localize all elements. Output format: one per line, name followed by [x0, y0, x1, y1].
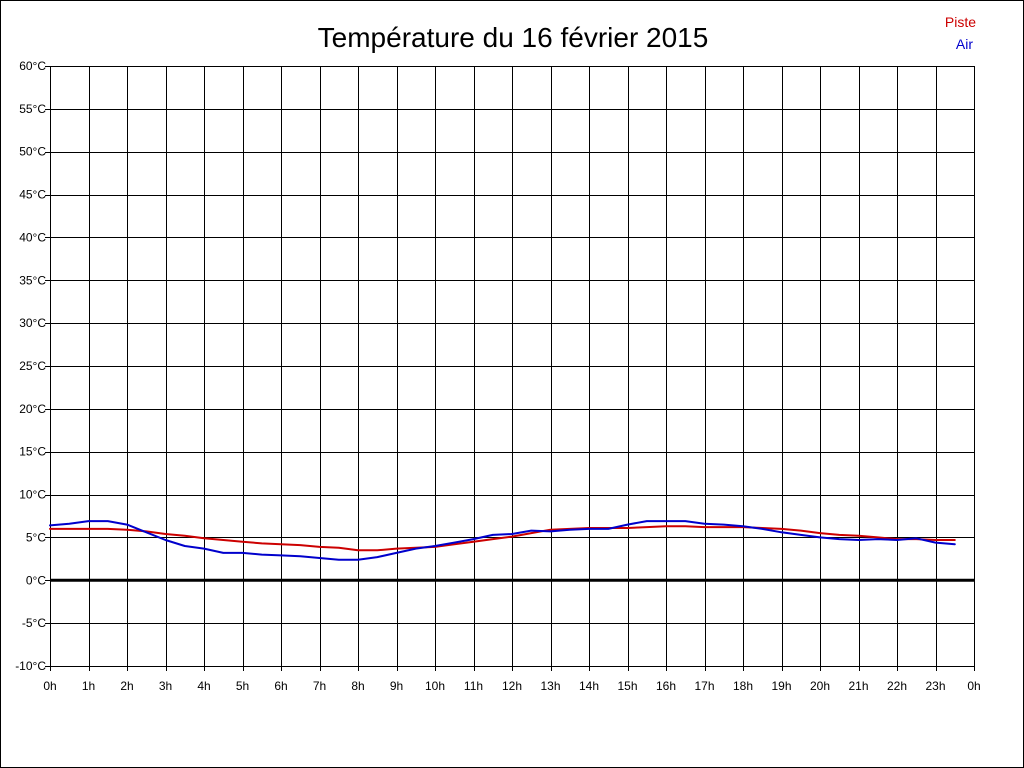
x-tick-label: 8h — [351, 679, 364, 693]
x-tick-label: 23h — [925, 679, 945, 693]
y-tick-label: 5°C — [26, 530, 46, 544]
x-tick-label: 7h — [313, 679, 326, 693]
y-tick-label: 50°C — [19, 145, 46, 159]
x-tick-label: 5h — [236, 679, 249, 693]
series-line-piste — [49, 525, 956, 552]
y-tick-label: -5°C — [22, 616, 46, 630]
x-tick-label: 21h — [848, 679, 868, 693]
y-tick-label: 45°C — [19, 188, 46, 202]
y-tick-label: 40°C — [19, 230, 46, 244]
x-tick-label: 10h — [425, 679, 445, 693]
y-tick-label: 30°C — [19, 316, 46, 330]
x-tick-label: 19h — [771, 679, 791, 693]
y-tick-label: 10°C — [19, 488, 46, 502]
legend-air: Air — [956, 36, 973, 52]
y-tick-label: 15°C — [19, 445, 46, 459]
x-tick-label: 17h — [694, 679, 714, 693]
chart-title: Température du 16 février 2015 — [318, 22, 709, 53]
x-tick-label: 18h — [733, 679, 753, 693]
x-tick-label: 15h — [617, 679, 637, 693]
x-tick-label: 11h — [464, 679, 483, 693]
y-tick-label: 20°C — [19, 402, 46, 416]
x-tick-label: 9h — [390, 679, 403, 693]
x-tick-label: 14h — [579, 679, 599, 693]
x-tick-label: 13h — [540, 679, 560, 693]
axes: 0h 1h 2h 3h 4h 5h 6h 7h 8h 9h 10h 11h 12h 13h 14h 15h 16… — [15, 59, 980, 693]
x-tick-label: 0h — [43, 679, 56, 693]
series-line-air — [49, 520, 956, 561]
grid — [50, 66, 975, 667]
x-tick-label: 6h — [274, 679, 287, 693]
x-tick-label: 20h — [810, 679, 830, 693]
x-tick-label: 16h — [656, 679, 676, 693]
y-tick-label: 0°C — [26, 573, 46, 587]
legend-piste: Piste — [945, 14, 976, 30]
x-tick-label: 0h — [967, 679, 980, 693]
x-tick-label: 12h — [502, 679, 522, 693]
x-tick-label: 1h — [82, 679, 95, 693]
x-tick-label: 4h — [197, 679, 210, 693]
y-tick-label: 60°C — [19, 59, 46, 73]
y-tick-label: 35°C — [19, 273, 46, 287]
y-tick-label: 25°C — [19, 359, 46, 373]
y-tick-label: -10°C — [15, 659, 46, 673]
x-tick-label: 22h — [887, 679, 907, 693]
y-tick-label: 55°C — [19, 102, 46, 116]
x-tick-label: 2h — [120, 679, 133, 693]
series — [49, 520, 956, 561]
x-tick-label: 3h — [159, 679, 172, 693]
